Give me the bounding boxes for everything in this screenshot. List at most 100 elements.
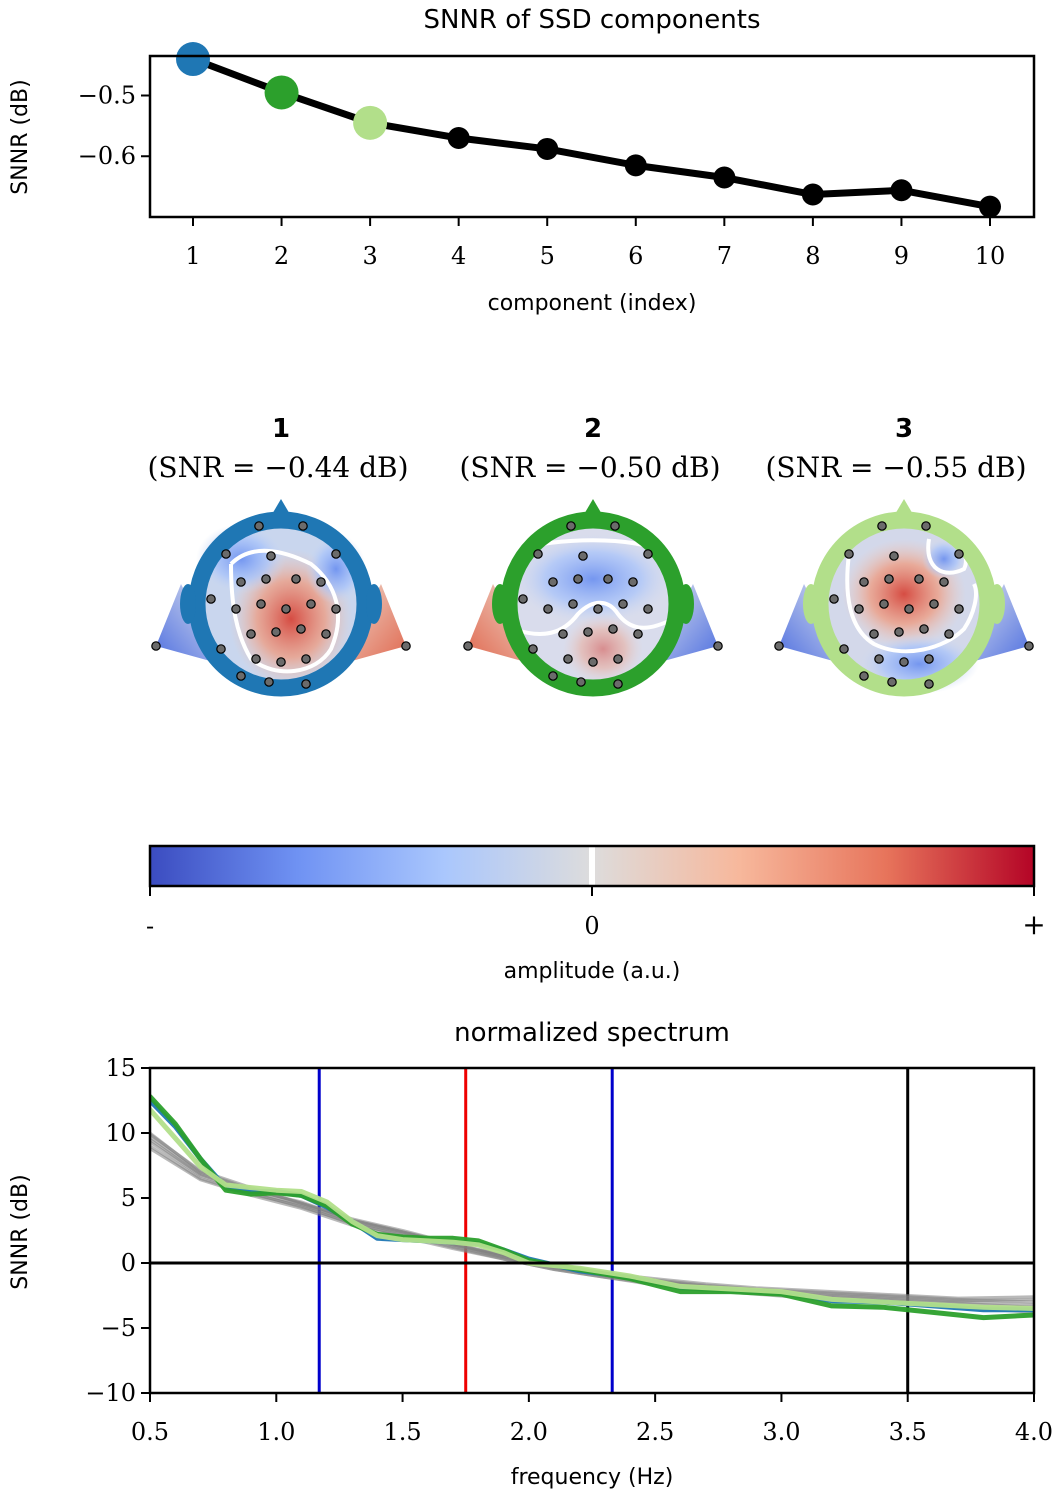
topomap-1-index: 1 <box>272 414 290 444</box>
electrode-dot <box>921 521 931 531</box>
topomap-2-head-outline <box>500 511 686 697</box>
topomap-3-nose <box>894 499 914 516</box>
top-plot-xlabel: component (index) <box>488 291 697 316</box>
electrode-dot <box>463 641 473 651</box>
electrode-dot <box>306 599 316 609</box>
electrode-dot <box>588 657 598 667</box>
topomap-3-snr: (SNR = −0.55 dB) <box>765 451 1026 484</box>
electrode-dot <box>618 599 628 609</box>
topomap-2-index: 2 <box>584 414 602 444</box>
electrode-dot <box>264 677 274 687</box>
topomap-1-head-outline <box>188 511 374 697</box>
colorbar-tick-label-minus: - <box>146 912 154 940</box>
topomap-3-electrodes <box>774 521 1034 689</box>
colorbar-zero-marker <box>589 846 595 886</box>
spectrum-series-4 <box>150 1138 1034 1307</box>
electrode-dot <box>887 677 897 687</box>
electrode-dot <box>628 577 638 587</box>
snnr-point-4 <box>447 127 470 150</box>
electrode-dot <box>518 594 528 604</box>
top-xtick-label: 5 <box>540 242 555 270</box>
spectrum-series-2 <box>150 1094 1034 1321</box>
topomap-2-snr: (SNR = −0.50 dB) <box>459 451 720 484</box>
electrode-dot <box>576 677 586 687</box>
spectrum-ytick-label: 0 <box>121 1249 136 1277</box>
electrode-dot <box>254 521 264 531</box>
electrode-dot <box>301 679 311 689</box>
electrode-dot <box>608 624 618 634</box>
topomap-1-ear-left <box>180 584 196 624</box>
snnr-point-3 <box>353 105 388 140</box>
spectrum-ylabel: SNNR (dB) <box>8 1174 33 1289</box>
top-xtick-label: 6 <box>628 242 643 270</box>
electrode-dot <box>924 654 934 664</box>
top-plot-title: SNNR of SSD components <box>424 5 761 35</box>
topomap-2-ear-right <box>678 584 694 624</box>
electrode-dot <box>884 574 894 584</box>
electrode-dot <box>533 549 543 559</box>
spectrum-ytick-label: 15 <box>105 1054 136 1082</box>
top-ytick-label: −0.6 <box>78 142 136 170</box>
electrode-dot <box>894 627 904 637</box>
electrode-dot <box>1024 641 1034 651</box>
electrode-dot <box>563 654 573 664</box>
topomap-2-ear-left <box>492 584 508 624</box>
spectrum-xtick-label: 3.5 <box>889 1418 927 1446</box>
electrode-dot <box>331 604 341 614</box>
electrode-dot <box>291 574 301 584</box>
electrode-dot <box>301 654 311 664</box>
spectrum-series-1 <box>150 1098 1034 1313</box>
electrode-dot <box>543 604 553 614</box>
electrode-dot <box>558 629 568 639</box>
electrode-dot <box>573 574 583 584</box>
electrode-dot <box>954 549 964 559</box>
top-xtick-label: 1 <box>185 242 200 270</box>
electrode-dot <box>829 594 839 604</box>
spectrum-ytick-label: 10 <box>105 1119 136 1147</box>
electrode-dot <box>548 577 558 587</box>
topomap-3-negative-region-2 <box>922 539 966 579</box>
topomap-1-ear-right <box>366 584 382 624</box>
electrode-dot <box>919 624 929 634</box>
topomap-1: 1 (SNR = −0.44 dB) <box>147 414 411 697</box>
electrode-dot <box>251 654 261 664</box>
electrode-dot <box>924 679 934 689</box>
electrode-dot <box>603 574 613 584</box>
spectrum-ytick-label: 5 <box>121 1184 136 1212</box>
spectrum-xtick-label: 2.0 <box>510 1418 548 1446</box>
electrode-dot <box>298 521 308 531</box>
topomap-2: 2 (SNR = −0.50 dB) <box>459 414 723 697</box>
spectrum-series-5 <box>150 1144 1034 1309</box>
spectrum-xtick-label: 1.0 <box>257 1418 295 1446</box>
electrode-dot <box>321 629 331 639</box>
top-plot-frame <box>148 54 1036 219</box>
electrode-dot <box>401 641 411 651</box>
snnr-point-7 <box>713 166 736 189</box>
spectrum-xtick-label: 2.5 <box>636 1418 674 1446</box>
snnr-point-8 <box>801 183 824 206</box>
topomap-3: 3 (SNR = −0.55 dB) <box>765 414 1034 697</box>
electrode-dot <box>271 627 281 637</box>
electrode-dot <box>316 577 326 587</box>
electrode-dot <box>643 549 653 559</box>
electrode-dot <box>236 671 246 681</box>
electrode-dot <box>331 549 341 559</box>
electrode-dot <box>899 657 909 667</box>
electrode-dot <box>839 644 849 654</box>
electrode-dot <box>844 549 854 559</box>
electrode-dot <box>944 629 954 639</box>
electrode-dot <box>854 604 864 614</box>
spectrum-frame <box>148 1066 1036 1395</box>
colorbar-tick-label-plus: + <box>1022 908 1045 941</box>
spectrum-series-9 <box>150 1147 1034 1314</box>
electrode-dot <box>774 641 784 651</box>
top-ytick-label: −0.5 <box>78 81 136 109</box>
electrode-dot <box>593 604 603 614</box>
snnr-point-9 <box>890 179 913 202</box>
topomap-1-electrodes <box>151 521 411 689</box>
electrode-dot <box>869 629 879 639</box>
spectrum-ytick-label: −10 <box>85 1379 136 1407</box>
electrode-dot <box>889 551 899 561</box>
electrode-dot <box>877 521 887 531</box>
snnr-point-1 <box>176 42 210 77</box>
